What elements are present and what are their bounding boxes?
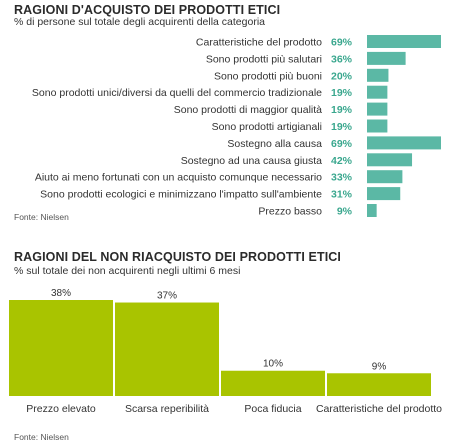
chart2-bar	[221, 370, 325, 396]
chart1-category-label: Caratteristiche del prodotto	[196, 37, 322, 49]
chart2-value-label: 38%	[51, 288, 71, 299]
chart2-value-label: 10%	[263, 359, 283, 370]
chart1-value-label: 9%	[337, 206, 353, 218]
chart2-bar	[9, 300, 113, 396]
chart1-category-label: Sono prodotti unici/diversi da quelli de…	[32, 87, 322, 99]
chart1-category-label: Sono prodotti ecologici e minimizzano l'…	[40, 189, 322, 201]
chart1-category-label: Sono prodotti artigianali	[212, 121, 322, 133]
chart1-bar	[367, 35, 441, 48]
chart1-category-label: Sono prodotti di maggior qualità	[174, 104, 322, 116]
chart1-bar	[367, 119, 388, 133]
chart1-bar	[367, 68, 389, 82]
chart1-value-label: 20%	[331, 70, 353, 82]
chart1-bar	[367, 102, 388, 116]
chart2-title: RAGIONI DEL NON RIACQUISTO DEI PRODOTTI …	[14, 250, 341, 264]
chart2-source: Fonte: Nielsen	[14, 432, 69, 442]
chart1-category-label: Prezzo basso	[258, 206, 322, 218]
chart1-bar	[367, 170, 403, 184]
chart1-category-label: Sono prodotti più salutari	[206, 53, 322, 65]
chart1-source: Fonte: Nielsen	[14, 212, 69, 222]
chart1-bar	[367, 153, 413, 167]
chart2-value-label: 37%	[157, 291, 177, 302]
chart1-bar	[367, 85, 388, 99]
chart2-plot: 38% Prezzo elevato 37% Scarsa reperibilità 1…	[9, 288, 442, 415]
chart1-subtitle: % di persone sul totale degli acquirenti…	[14, 16, 265, 28]
chart1-value-label: 69%	[331, 138, 353, 150]
chart1-value-label: 33%	[331, 172, 353, 184]
chart2-category-label: Prezzo elevato	[26, 403, 96, 415]
chart1-category-label: Sostegno alla causa	[227, 138, 322, 150]
chart1-value-label: 19%	[331, 87, 353, 99]
chart1-title: RAGIONI D'ACQUISTO DEI PRODOTTI ETICI	[14, 3, 281, 17]
chart1-bar	[367, 51, 406, 65]
chart1-category-label: Aiuto ai meno fortunati con un acquisto …	[35, 172, 322, 184]
chart1-bar	[367, 136, 441, 150]
chart1-value-label: 31%	[331, 189, 353, 201]
chart2-category-label: Scarsa reperibilità	[125, 403, 209, 415]
chart2-subtitle: % sul totale dei non acquirenti negli ul…	[14, 265, 241, 277]
chart1-value-label: 19%	[331, 121, 353, 133]
chart1-bar	[367, 204, 377, 217]
chart2-bar	[115, 302, 219, 396]
chart2-category-label: Poca fiducia	[244, 403, 301, 415]
chart1-plot: Caratteristiche del prodotto 69% Sono prod…	[32, 35, 441, 218]
chart1-bar	[367, 187, 401, 201]
chart2-value-label: 9%	[372, 361, 387, 372]
chart1-value-label: 69%	[331, 37, 353, 49]
chart1-value-label: 36%	[331, 53, 353, 65]
chart2-category-label: Caratteristiche del prodotto	[316, 403, 442, 415]
chart2-bar	[327, 373, 431, 396]
chart1-category-label: Sono prodotti più buoni	[214, 70, 322, 82]
chart1-category-label: Sostegno ad una causa giusta	[181, 155, 322, 167]
chart1-value-label: 19%	[331, 104, 353, 116]
chart1-value-label: 42%	[331, 155, 353, 167]
